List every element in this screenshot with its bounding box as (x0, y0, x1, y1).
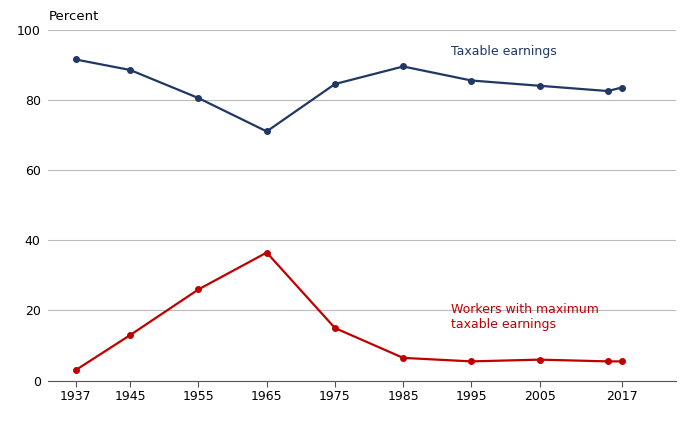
Text: Percent: Percent (48, 10, 99, 22)
Text: Taxable earnings: Taxable earnings (451, 45, 557, 58)
Text: Workers with maximum
taxable earnings: Workers with maximum taxable earnings (451, 303, 599, 332)
